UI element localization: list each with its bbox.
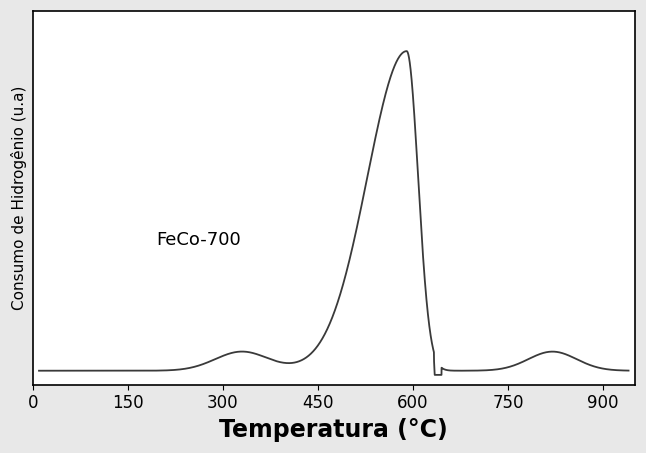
Text: FeCo-700: FeCo-700: [156, 231, 241, 249]
Y-axis label: Consumo de Hidrogênio (u.a): Consumo de Hidrogênio (u.a): [11, 86, 27, 310]
X-axis label: Temperatura (°C): Temperatura (°C): [220, 418, 448, 442]
